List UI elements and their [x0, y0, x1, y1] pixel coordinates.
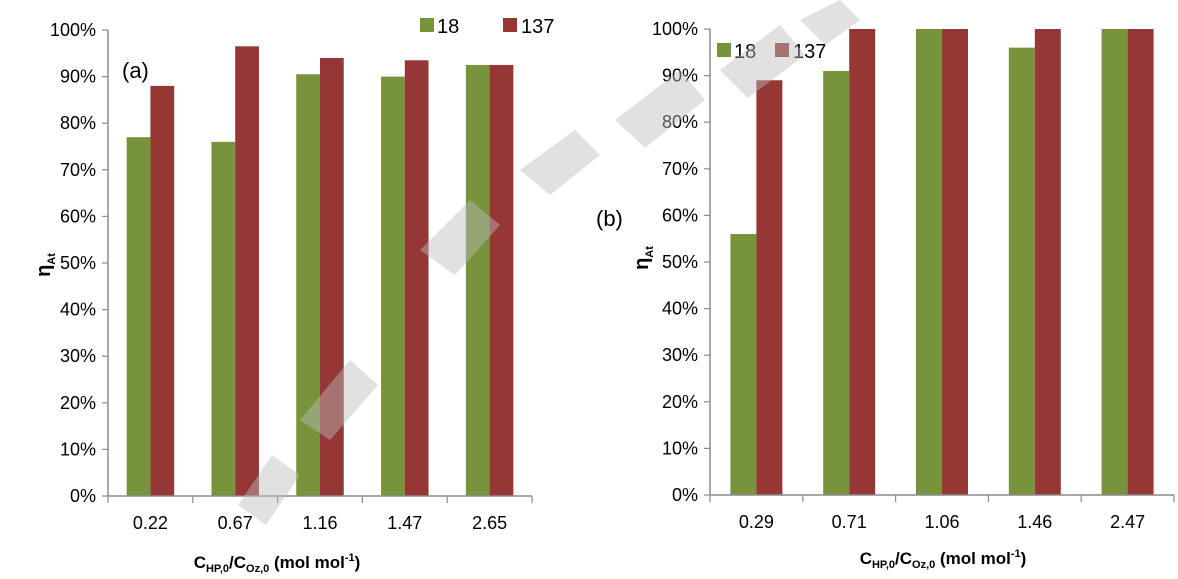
x-tick-label: 0.71 — [832, 512, 867, 532]
y-tick-label: 60% — [60, 206, 96, 226]
bar-137-1.16 — [320, 57, 344, 497]
bar-18-2.47 — [1101, 29, 1128, 495]
y-tick-label: 90% — [60, 67, 96, 87]
bar-137-0.71 — [849, 29, 876, 495]
x-ticks-a: 0.22 0.67 1.16 1.47 2.65 — [107, 496, 533, 533]
bar-137-1.46 — [1034, 29, 1061, 495]
x-tick-label: 1.47 — [387, 513, 422, 533]
x-tick-label: 0.29 — [739, 512, 774, 532]
y-tick-label: 10% — [60, 439, 96, 459]
y-tick-label: 0% — [672, 485, 698, 505]
y-axis-label-a: ηAt — [33, 253, 58, 277]
bar-137-0.67 — [235, 46, 259, 497]
y-tick-label: 0% — [70, 486, 96, 506]
y-tick-label: 10% — [662, 438, 698, 458]
y-tick-label: 80% — [60, 113, 96, 133]
bar-18-1.47 — [381, 76, 405, 496]
x-tick-label: 1.06 — [924, 512, 959, 532]
bar-18-0.71 — [823, 70, 850, 495]
y-tick-label: 40% — [662, 299, 698, 319]
bar-137-0.29 — [756, 80, 783, 495]
legend-label-18-b: 18 — [734, 41, 756, 63]
y-axis-label-b: ηAt — [631, 246, 656, 270]
bar-18-0.67 — [211, 141, 236, 496]
y-tick-label: 40% — [60, 300, 96, 320]
y-ticks-b: 0% 10% 20% 30% 40% 50% 60% 70% 80% 90% 100% — [652, 19, 710, 505]
bar-18-1.16 — [296, 74, 320, 497]
chart-panel-b: (b) 0% 10% 20% 30% 40% 50% 60% 70% 80% 90% 100% 0.… — [596, 19, 1175, 571]
y-tick-label: 100% — [652, 19, 698, 39]
legend-swatch-18-a — [420, 18, 434, 32]
bar-18-1.46 — [1008, 47, 1035, 495]
legend-label-137-a: 137 — [521, 16, 554, 38]
y-tick-label: 90% — [662, 66, 698, 86]
x-tick-label: 1.46 — [1017, 512, 1052, 532]
panel-label-a: (a) — [122, 58, 149, 83]
bar-137-1.47 — [404, 60, 429, 496]
legend-label-18-a: 18 — [437, 16, 459, 38]
x-tick-label: 1.16 — [302, 513, 337, 533]
bar-137-2.47 — [1127, 29, 1154, 495]
bar-18-0.29 — [730, 234, 757, 496]
legend-a: 18 137 — [420, 16, 554, 38]
legend-label-137-b: 137 — [793, 41, 826, 63]
y-tick-label: 50% — [662, 252, 698, 272]
y-tick-label: 70% — [60, 160, 96, 180]
x-tick-label: 0.22 — [133, 513, 168, 533]
chart-panel-a: (a) 0% 10% 20% 30% 40% 50% 60% 70% 80% 90% 100% 0.… — [33, 16, 554, 575]
bar-137-0.22 — [150, 85, 175, 497]
x-tick-label: 2.65 — [472, 513, 507, 533]
y-tick-label: 20% — [662, 392, 698, 412]
panel-label-b: (b) — [596, 206, 623, 231]
y-tick-label: 50% — [60, 253, 96, 273]
y-tick-label: 100% — [50, 20, 96, 40]
x-axis-label-b: CHP,0/COz,0 (mol mol-1) — [860, 548, 1027, 571]
bars-b — [730, 29, 1154, 496]
x-ticks-b: 0.29 0.71 1.06 1.46 2.47 — [709, 495, 1175, 532]
y-tick-label: 80% — [662, 112, 698, 132]
legend-swatch-137-b — [775, 43, 789, 57]
y-tick-label: 60% — [662, 205, 698, 225]
bar-18-0.22 — [126, 137, 151, 496]
legend-b: 18 137 — [717, 41, 826, 63]
bars-a — [126, 46, 514, 497]
bar-18-1.06 — [916, 29, 942, 495]
y-tick-label: 70% — [662, 159, 698, 179]
x-tick-label: 0.67 — [218, 513, 253, 533]
legend-swatch-137-a — [503, 18, 517, 32]
y-tick-label: 30% — [662, 345, 698, 365]
bar-18-2.65 — [465, 64, 490, 496]
y-ticks-a: 0% 10% 20% 30% 40% 50% 60% 70% 80% 90% 100% — [50, 20, 108, 506]
bar-137-1.06 — [942, 29, 968, 495]
x-tick-label: 2.47 — [1110, 512, 1145, 532]
legend-swatch-18-b — [717, 43, 731, 57]
y-tick-label: 20% — [60, 393, 96, 413]
bar-137-2.65 — [489, 64, 514, 496]
y-tick-label: 30% — [60, 346, 96, 366]
x-axis-label-a: CHP,0/COz,0 (mol mol-1) — [194, 552, 361, 574]
